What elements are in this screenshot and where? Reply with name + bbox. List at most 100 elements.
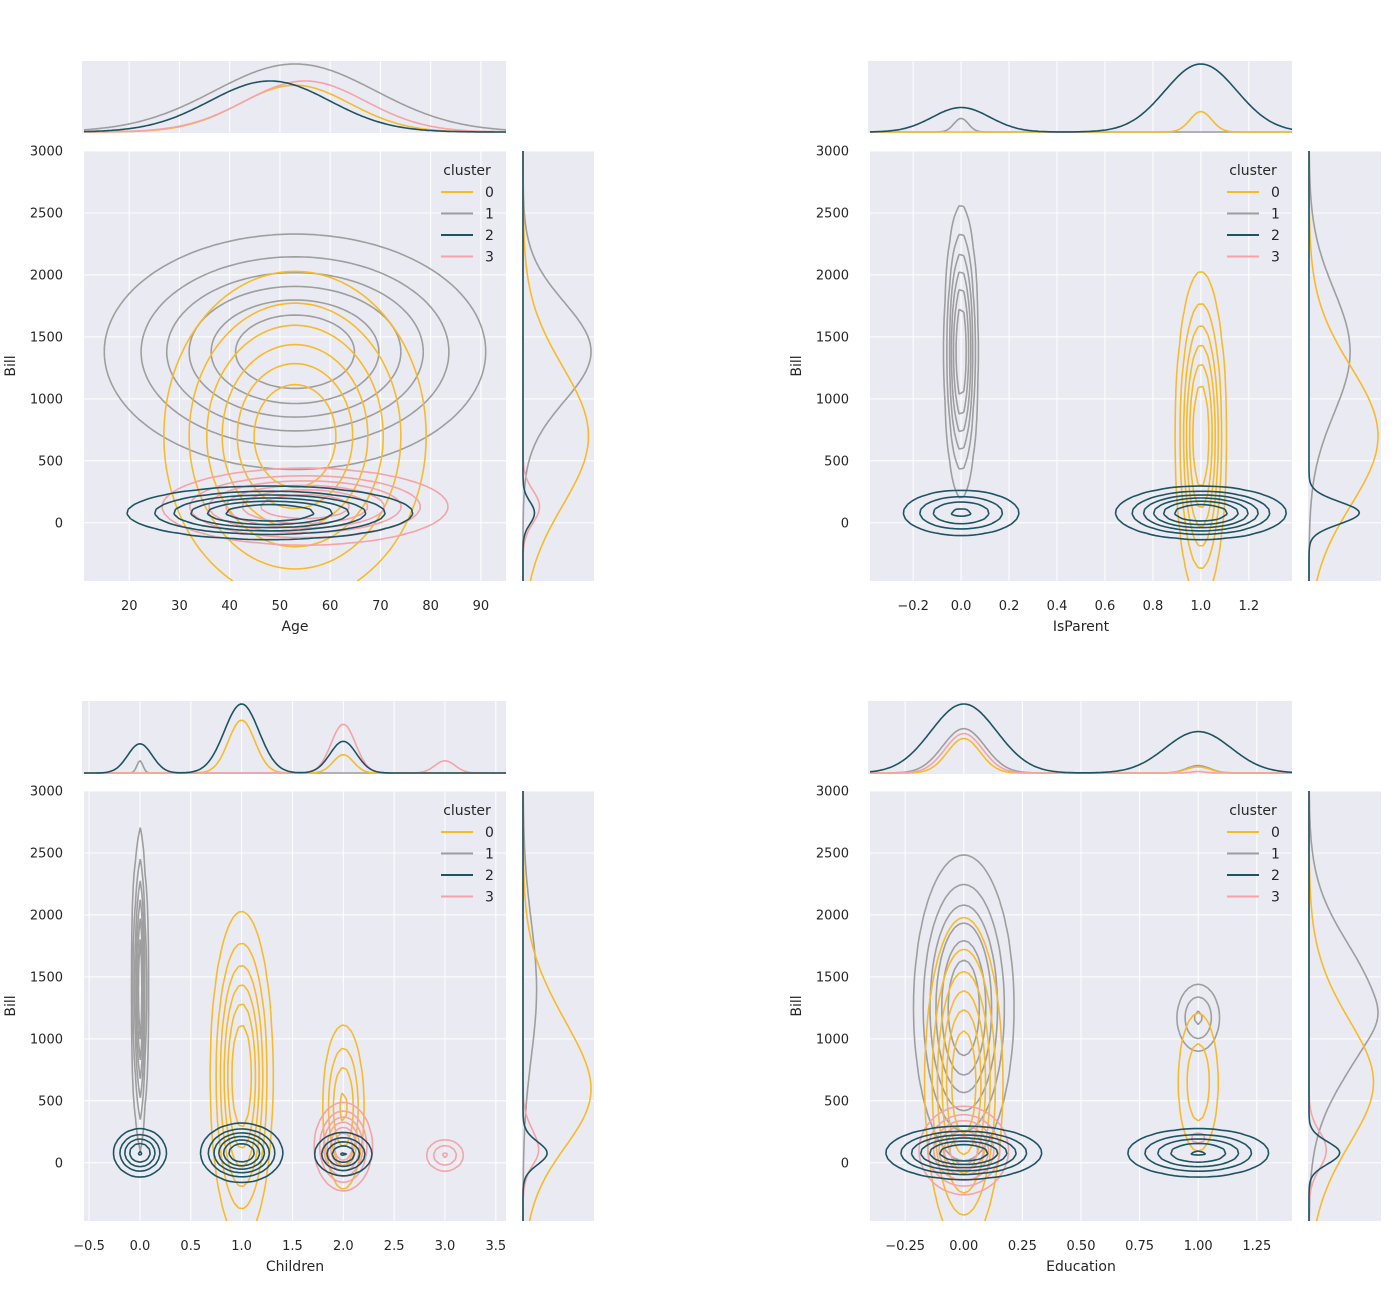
y-axis-label: Bill <box>3 355 19 376</box>
legend-label: 3 <box>485 250 494 266</box>
y-tick-label: 0 <box>841 1156 849 1171</box>
x-tick-label: 0.0 <box>951 599 972 614</box>
kde-contour-cluster-2 <box>137 1139 348 1167</box>
legend-title: cluster <box>443 163 491 179</box>
y-tick-label: 0 <box>55 1156 63 1171</box>
top-marginal-curves <box>83 63 506 133</box>
kde-contour-cluster-1 <box>210 299 380 405</box>
top-kde-cluster-1 <box>83 63 506 131</box>
kde-contour-cluster-2 <box>153 490 386 536</box>
kde-contour-cluster-1 <box>136 918 144 1061</box>
legend: cluster 0 1 2 3 <box>441 803 494 906</box>
kde-contour-cluster-1 <box>133 880 146 1098</box>
x-tick-label: 1.0 <box>231 1239 252 1254</box>
kde-contour-cluster-1 <box>137 939 143 1040</box>
top-kde-cluster-3 <box>84 80 506 133</box>
x-tick-label: 60 <box>322 599 339 614</box>
y-tick-label: 1500 <box>816 970 849 985</box>
right-marginal-curves <box>1308 791 1379 1221</box>
y-tick-label: 1000 <box>30 1032 63 1047</box>
kde-contour-cluster-2 <box>928 1140 1207 1166</box>
kde-contour-cluster-1 <box>130 827 150 1152</box>
y-tick-label: 2500 <box>30 206 63 221</box>
legend-label: 3 <box>1271 890 1280 906</box>
legend-label: 1 <box>485 207 494 223</box>
y-axis-label: Bill <box>3 995 19 1016</box>
y-tick-label: 500 <box>824 454 849 469</box>
y-axis-label: Bill <box>789 995 805 1016</box>
contour-layer <box>112 827 465 1221</box>
top-marginal-panel <box>82 701 506 774</box>
kde-contour-cluster-2 <box>910 1134 1240 1172</box>
contour-layer <box>103 233 487 581</box>
kde-contour-cluster-0 <box>1174 271 1228 581</box>
legend-label: 0 <box>485 825 494 841</box>
x-tick-label: 1.00 <box>1184 1239 1213 1254</box>
right-kde-cluster-2 <box>1308 151 1361 581</box>
kde-contour-cluster-2 <box>225 503 315 522</box>
right-marginal-panel <box>1308 791 1381 1221</box>
legend: cluster 0 1 2 3 <box>1227 163 1280 266</box>
kde-contour-cluster-2 <box>919 490 1271 536</box>
y-axis-label: Bill <box>789 355 805 376</box>
x-tick-label: 50 <box>272 599 289 614</box>
kde-contour-cluster-2 <box>173 494 367 532</box>
x-tick-label: 90 <box>473 599 490 614</box>
kde-contour-cluster-1 <box>950 271 972 433</box>
right-kde-cluster-1 <box>1308 151 1351 581</box>
top-marginal-panel <box>868 61 1292 133</box>
kde-contour-cluster-1 <box>140 256 450 448</box>
y-tick-label: 1500 <box>816 330 849 345</box>
x-tick-label: 0.0 <box>130 1239 151 1254</box>
x-tick-label: 0.00 <box>949 1239 978 1254</box>
kde-contour-cluster-0 <box>188 302 402 570</box>
y-tick-label: 1500 <box>30 330 63 345</box>
kde-contour-cluster-1 <box>132 858 148 1120</box>
kde-contour-cluster-1 <box>946 233 977 470</box>
x-tick-label: 0.50 <box>1067 1239 1096 1254</box>
kde-contour-cluster-2 <box>206 500 334 526</box>
contour-layer <box>902 204 1287 581</box>
kde-contour-cluster-2 <box>1162 500 1239 526</box>
x-tick-label: 70 <box>372 599 389 614</box>
x-tick-label: 0.6 <box>1095 599 1116 614</box>
x-tick-label: 1.0 <box>1191 599 1212 614</box>
top-marginal-panel <box>82 61 506 133</box>
y-tick-label: 1500 <box>30 970 63 985</box>
kde-contour-cluster-2 <box>126 485 414 541</box>
x-tick-label: 0.2 <box>999 599 1020 614</box>
kde-contour-cluster-0 <box>1179 303 1223 570</box>
kde-contour-cluster-2 <box>932 494 1259 532</box>
x-tick-label: 80 <box>422 599 439 614</box>
kde-contour-cluster-2 <box>124 1132 361 1174</box>
legend: cluster 0 1 2 3 <box>441 163 494 266</box>
kde-contour-cluster-2 <box>112 1122 373 1184</box>
y-tick-label: 3000 <box>30 785 63 800</box>
kde-contour-cluster-2 <box>900 1130 1253 1176</box>
x-tick-label: 40 <box>221 599 238 614</box>
legend-label: 2 <box>485 228 494 244</box>
right-kde-cluster-1 <box>522 151 592 581</box>
top-marginal-curves <box>84 703 506 774</box>
kde-contour-cluster-3 <box>313 1101 465 1192</box>
legend-label: 3 <box>485 890 494 906</box>
right-marginal-curves <box>522 791 592 1221</box>
right-marginal-curves <box>1308 151 1379 581</box>
legend: cluster 0 1 2 3 <box>1227 803 1280 906</box>
y-tick-label: 3000 <box>30 145 63 160</box>
y-tick-label: 3000 <box>816 785 849 800</box>
right-marginal-panel <box>1308 151 1381 581</box>
y-tick-label: 500 <box>38 1094 63 1109</box>
x-axis-label: Age <box>281 619 308 635</box>
x-tick-label: 3.0 <box>435 1239 456 1254</box>
x-tick-label: 0.75 <box>1125 1239 1154 1254</box>
x-axis-label: Education <box>1046 1259 1116 1275</box>
y-tick-label: 0 <box>55 516 63 531</box>
right-kde-cluster-2 <box>1308 791 1341 1221</box>
top-marginal-curves <box>869 703 1292 774</box>
right-kde-cluster-1 <box>1308 791 1379 1221</box>
y-tick-label: 2000 <box>30 268 63 283</box>
y-tick-label: 1000 <box>816 392 849 407</box>
kde-contour-cluster-1 <box>188 285 402 418</box>
